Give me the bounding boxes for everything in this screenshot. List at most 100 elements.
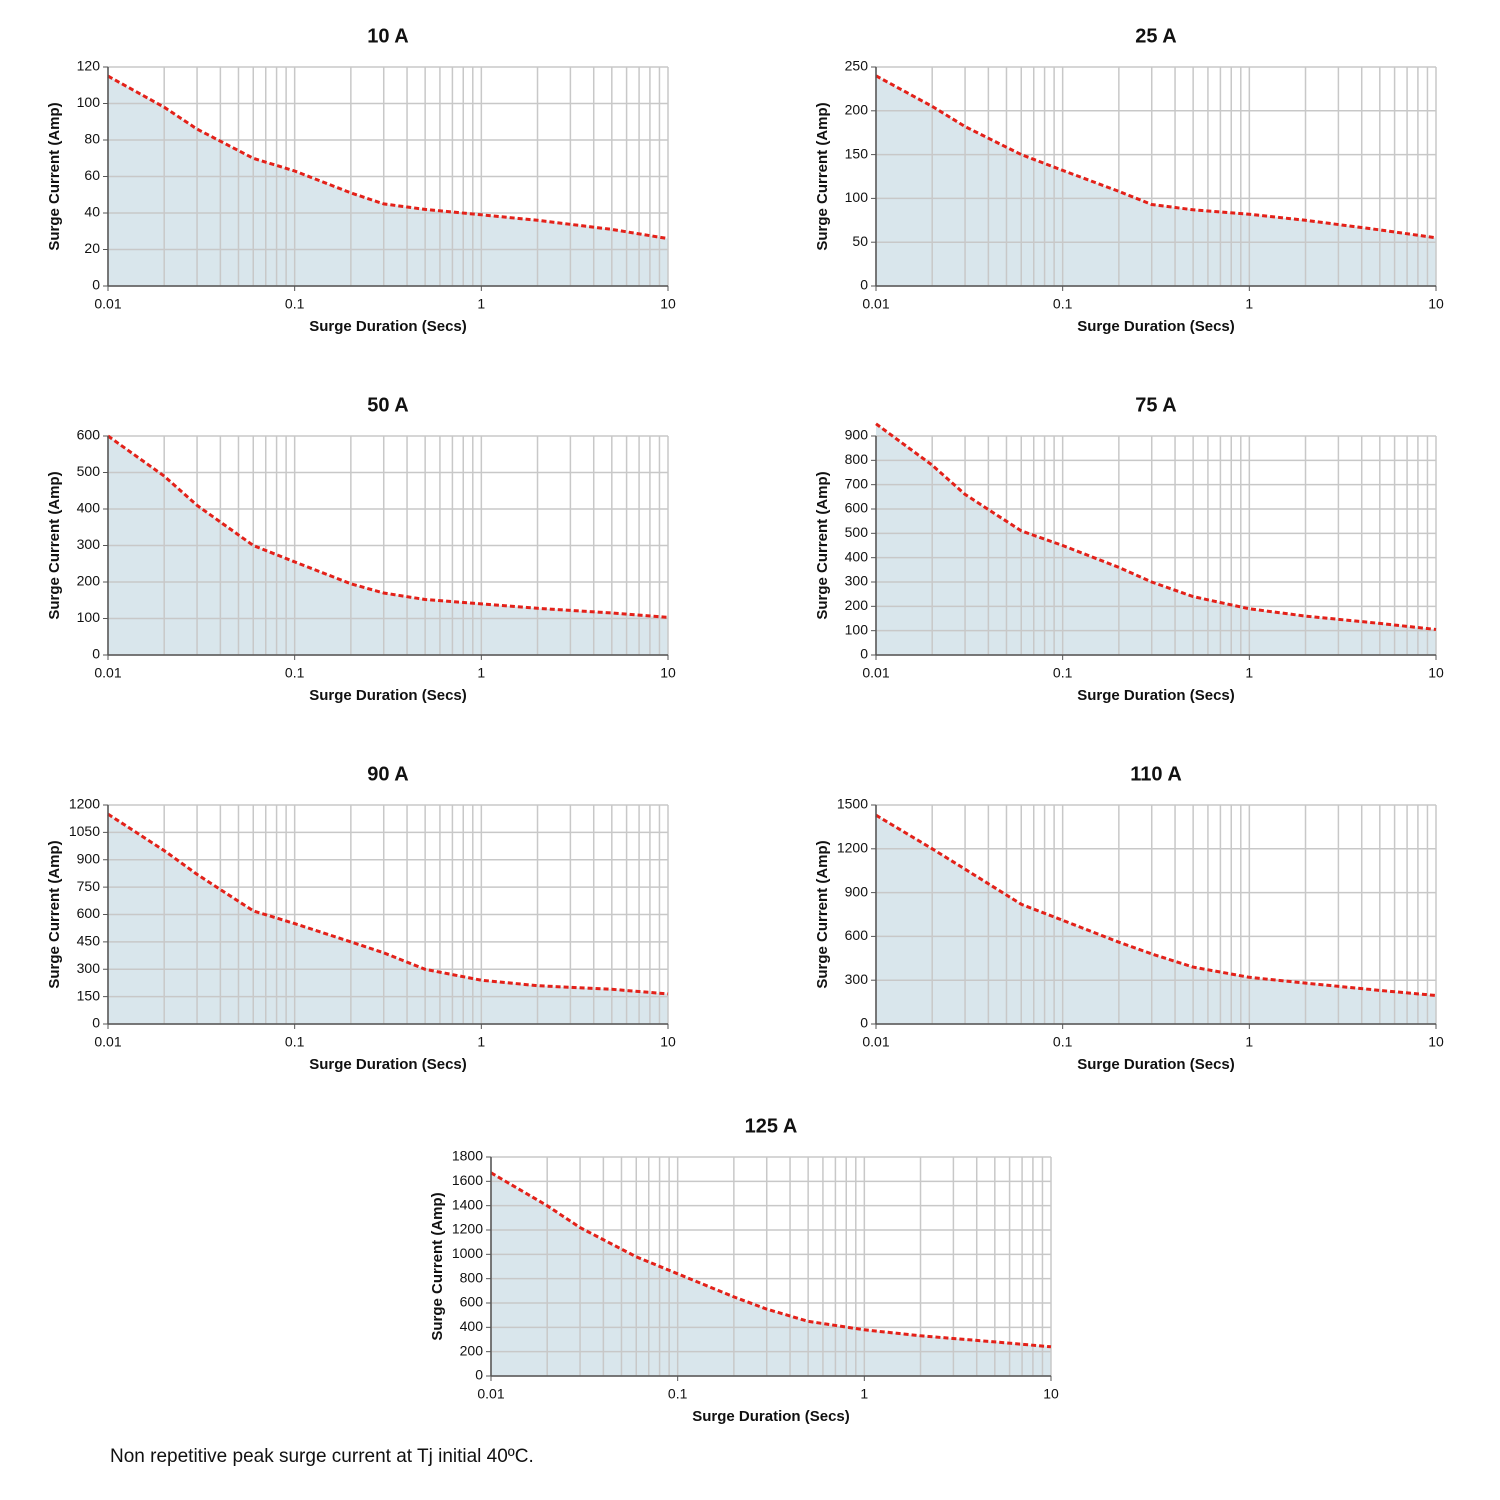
area-fill (108, 436, 668, 655)
y-tick-label: 900 (845, 427, 869, 443)
area-fill (108, 814, 668, 1024)
surge-line (107, 812, 669, 996)
footnote: Non repetitive peak surge current at Tj … (110, 1446, 534, 1467)
y-tick-label: 0 (860, 646, 868, 662)
y-tick-label: 300 (77, 960, 101, 976)
chart-title: 90 A (367, 763, 409, 785)
x-axis-label: Surge Duration (Secs) (1077, 318, 1235, 335)
x-tick-label: 10 (660, 665, 676, 681)
y-tick-label: 700 (845, 475, 869, 491)
y-tick-label: 600 (77, 427, 101, 443)
y-tick-label: 200 (845, 102, 869, 118)
y-tick-label: 1200 (452, 1221, 483, 1237)
x-tick-label: 1 (1245, 1034, 1253, 1050)
x-axis-label: Surge Duration (Secs) (309, 1056, 467, 1073)
y-tick-label: 600 (460, 1294, 484, 1310)
x-tick-label: 1 (477, 1034, 485, 1050)
y-tick-label: 20 (84, 240, 100, 256)
y-tick-label: 250 (845, 58, 869, 74)
y-tick-label: 1500 (837, 796, 868, 812)
x-tick-label: 0.1 (1053, 296, 1073, 312)
x-tick-label: 0.01 (477, 1386, 504, 1402)
y-tick-label: 200 (460, 1342, 484, 1358)
x-tick-label: 10 (1428, 665, 1444, 681)
y-tick-label: 400 (77, 500, 101, 516)
y-tick-label: 0 (860, 1015, 868, 1031)
x-tick-label: 0.1 (285, 665, 305, 681)
y-tick-label: 60 (84, 167, 100, 183)
y-tick-label: 300 (845, 573, 869, 589)
y-tick-label: 900 (77, 850, 101, 866)
y-tick-label: 1600 (452, 1172, 483, 1188)
y-tick-label: 900 (845, 883, 869, 899)
y-axis-label: Surge Current (Amp) (429, 1192, 446, 1340)
x-tick-label: 10 (660, 296, 676, 312)
y-axis-label: Surge Current (Amp) (46, 102, 63, 250)
chart-title: 50 A (367, 394, 409, 416)
surge-line (107, 434, 669, 619)
y-tick-label: 150 (845, 145, 869, 161)
y-tick-label: 1400 (452, 1196, 483, 1212)
x-axis-label: Surge Duration (Secs) (1077, 687, 1235, 704)
x-axis-label: Surge Duration (Secs) (1077, 1056, 1235, 1073)
y-tick-label: 0 (92, 1015, 100, 1031)
y-tick-label: 1800 (452, 1148, 483, 1164)
y-tick-label: 400 (460, 1318, 484, 1334)
surge-line (107, 74, 669, 241)
y-axis-label: Surge Current (Amp) (46, 840, 63, 988)
surge-line (875, 74, 1437, 240)
x-tick-label: 10 (1428, 296, 1444, 312)
x-tick-label: 0.01 (862, 1034, 889, 1050)
x-tick-label: 1 (1245, 296, 1253, 312)
y-tick-label: 800 (845, 451, 869, 467)
y-tick-label: 800 (460, 1269, 484, 1285)
chart-title: 10 A (367, 25, 409, 47)
y-tick-label: 0 (92, 277, 100, 293)
y-tick-label: 1050 (69, 823, 100, 839)
x-tick-label: 0.1 (285, 296, 305, 312)
x-tick-label: 0.1 (1053, 1034, 1073, 1050)
x-tick-label: 0.01 (94, 296, 121, 312)
y-tick-label: 600 (845, 500, 869, 516)
y-tick-label: 750 (77, 878, 101, 894)
chart-title: 25 A (1135, 25, 1177, 47)
x-tick-label: 0.01 (94, 665, 121, 681)
x-tick-label: 0.01 (862, 665, 889, 681)
chart-title: 110 A (1130, 763, 1182, 785)
x-tick-label: 0.1 (285, 1034, 305, 1050)
area-fill (876, 75, 1436, 286)
y-tick-label: 450 (77, 933, 101, 949)
y-tick-label: 40 (84, 204, 100, 220)
y-tick-label: 600 (845, 927, 869, 943)
x-tick-label: 0.1 (668, 1386, 688, 1402)
x-tick-label: 10 (1043, 1386, 1059, 1402)
area-fill (876, 815, 1436, 1024)
area-fill (876, 423, 1436, 655)
y-tick-label: 50 (852, 233, 868, 249)
y-tick-label: 0 (475, 1367, 483, 1383)
x-axis-label: Surge Duration (Secs) (309, 318, 467, 335)
y-tick-label: 0 (92, 646, 100, 662)
y-tick-label: 150 (77, 987, 101, 1003)
y-tick-label: 600 (77, 905, 101, 921)
x-tick-label: 1 (477, 296, 485, 312)
chart-title: 75 A (1135, 394, 1177, 416)
x-tick-label: 1 (1245, 665, 1253, 681)
y-tick-label: 1000 (452, 1245, 483, 1261)
y-tick-label: 200 (845, 597, 869, 613)
surge-line (490, 1171, 1052, 1349)
x-tick-label: 10 (1428, 1034, 1444, 1050)
x-tick-label: 1 (860, 1386, 868, 1402)
y-axis-label: Surge Current (Amp) (46, 471, 63, 619)
y-axis-label: Surge Current (Amp) (814, 840, 831, 988)
area-fill (491, 1172, 1051, 1376)
y-tick-label: 100 (77, 94, 101, 110)
y-tick-label: 500 (845, 524, 869, 540)
y-tick-label: 1200 (837, 840, 868, 856)
chart-title: 125 A (745, 1115, 798, 1137)
y-tick-label: 100 (845, 621, 869, 637)
x-tick-label: 1 (477, 665, 485, 681)
y-tick-label: 1200 (69, 796, 100, 812)
